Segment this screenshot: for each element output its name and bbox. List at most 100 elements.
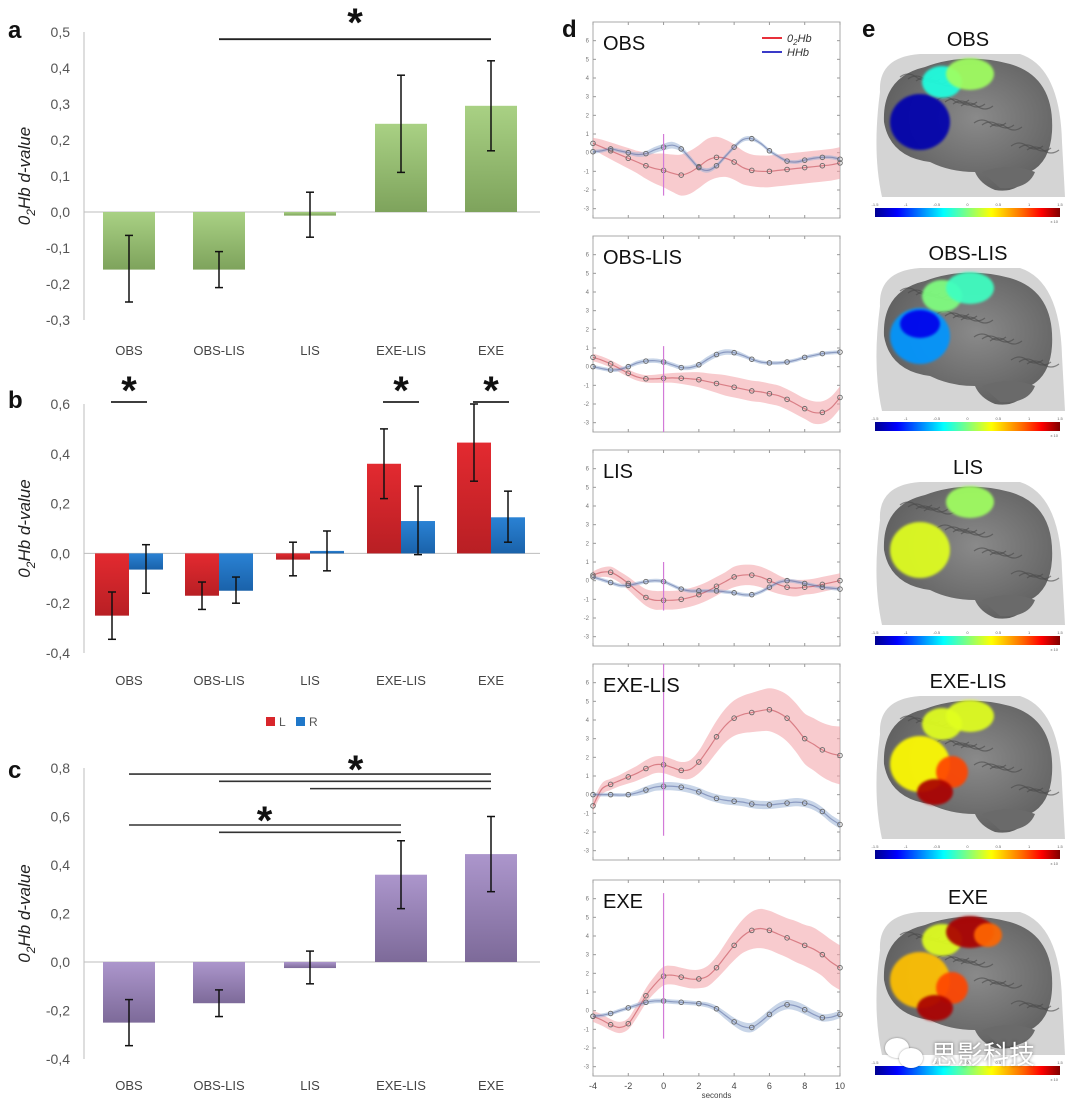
hhb-marker: [696, 164, 702, 171]
hhb-marker: [801, 157, 808, 163]
brain-surface: [883, 486, 1053, 619]
colorbar-tick-label: 1.5: [1057, 630, 1063, 635]
colorbar-tick-label: 0: [966, 1060, 969, 1065]
sulcus: [944, 740, 978, 748]
error-bar: [215, 250, 223, 289]
legend-label-O2Hb: 02Hb: [787, 33, 812, 47]
activation-motor-dorsal: [946, 272, 994, 304]
y-tick-label: -3: [584, 421, 590, 427]
sulcus: [1010, 784, 1044, 792]
sulcus: [989, 765, 1023, 773]
o2hb-marker: [713, 154, 720, 161]
x-tick-label: OBS-LIS: [193, 343, 245, 358]
y-tick-label: 4: [586, 504, 590, 510]
x-tick-label: OBS-LIS: [193, 1078, 245, 1093]
sulcus: [981, 979, 1015, 987]
x-tick-label: 6: [767, 1081, 772, 1091]
o2hb-marker: [607, 781, 614, 788]
colorbar-unit: x 10: [1050, 433, 1058, 438]
y-tick-label: -0,3: [46, 312, 70, 328]
colorbar-tick-label: -1.5: [872, 630, 880, 635]
hhb-marker: [819, 154, 826, 161]
legend-label-L: L: [279, 715, 286, 729]
o2hb-marker: [749, 927, 755, 934]
hhb-marker: [749, 356, 755, 362]
o2hb-marker: [696, 591, 702, 598]
o2hb-marker: [766, 577, 773, 584]
y-tick-label: 0,4: [51, 60, 71, 76]
sulcus: [981, 335, 1015, 343]
sulcus: [973, 977, 1007, 985]
sulcus: [973, 547, 1007, 555]
o2hb-marker: [784, 396, 790, 403]
colorbar-tick-label: 1.5: [1057, 844, 1063, 849]
o2hb-marker: [625, 370, 632, 376]
colorbar-tick-label: 1: [1028, 844, 1031, 849]
sulcus: [952, 314, 986, 322]
y-tick-label: -0,2: [46, 276, 70, 292]
sulcus: [989, 337, 1023, 345]
o2hb-marker: [643, 765, 649, 772]
hhb-ci-band: [593, 998, 840, 1033]
o2hb-marker: [766, 390, 773, 397]
panel-letter-d: d: [562, 16, 577, 43]
significance-star: *: [393, 369, 409, 413]
colorbar-tick-label: 1: [1028, 202, 1031, 207]
hhb-marker: [643, 578, 649, 585]
x-tick-label: EXE: [478, 1078, 504, 1093]
y-tick-label: 1: [586, 346, 590, 352]
colorbar-unit: x 10: [1050, 647, 1058, 652]
o2hb-marker: [801, 584, 808, 590]
y-tick-label: -2: [584, 830, 590, 836]
hhb-marker: [749, 135, 755, 142]
error-bar: [198, 581, 206, 611]
o2hb-marker: [643, 992, 649, 999]
condition-label: LIS: [603, 461, 633, 483]
error-bar: [487, 815, 495, 893]
hhb-marker: [625, 1005, 632, 1011]
colorbar-tick-label: 1: [1028, 630, 1031, 635]
hhb-marker: [678, 784, 684, 790]
brain-map-obs: OBS -1.5 -1 -0.5 0 0.5 1 1.5 x 10: [872, 29, 1065, 224]
legend-swatch-L: [266, 717, 275, 726]
colorbar-tick-label: 0: [966, 416, 969, 421]
o2hb-marker: [625, 155, 632, 162]
y-tick-label: 5: [586, 57, 590, 63]
y-tick-label: 1: [586, 560, 590, 566]
timecourse-panel-obs: 6 5 4 3 2 1 0 -1 -2 -3 OBS: [584, 21, 843, 219]
plot-frame: [592, 449, 841, 647]
sulcus: [899, 501, 933, 509]
sulcus: [1010, 356, 1044, 364]
hhb-marker: [713, 351, 720, 358]
colorbar-tick-label: 1: [1028, 1060, 1031, 1065]
o2hb-marker: [766, 927, 773, 934]
activation-inferior-frontal: [917, 779, 953, 805]
o2hb-line: [592, 356, 841, 414]
hhb-marker: [749, 801, 755, 807]
sulcus: [944, 526, 978, 534]
sulcus: [1010, 1000, 1044, 1008]
o2hb-marker: [678, 974, 684, 980]
o2hb-marker: [607, 569, 614, 576]
legend-label-R: R: [309, 715, 318, 729]
y-tick-label: -2: [584, 402, 590, 408]
significance-star: *: [348, 748, 364, 792]
bar-chart-a: 0,5 0,4 0,3 0,2 0,1 0,0 -0,1 -0,2 -0,3 OBS OBS-LIS…: [15, 1, 540, 358]
sulcus: [1018, 1002, 1052, 1010]
hhb-marker: [731, 590, 737, 596]
y-tick-label: 4: [586, 290, 590, 296]
y-axis-label: 02Hb d-value: [15, 127, 38, 225]
colorbar: -1.5 -1 -0.5 0 0.5 1 1.5 x 10: [872, 844, 1064, 866]
colorbar-tick-label: 0.5: [996, 844, 1002, 849]
panel-letter-e: e: [862, 16, 875, 43]
hhb-marker: [713, 162, 720, 169]
hhb-marker: [696, 789, 702, 795]
y-tick-label: 2: [586, 541, 590, 547]
sulcus: [973, 761, 1007, 769]
sulcus: [1026, 360, 1060, 368]
hhb-line: [592, 1000, 841, 1029]
y-tick-label: 0: [586, 579, 590, 585]
o2hb-line: [592, 571, 841, 602]
hhb-marker: [607, 579, 614, 586]
hhb-marker: [766, 584, 773, 590]
